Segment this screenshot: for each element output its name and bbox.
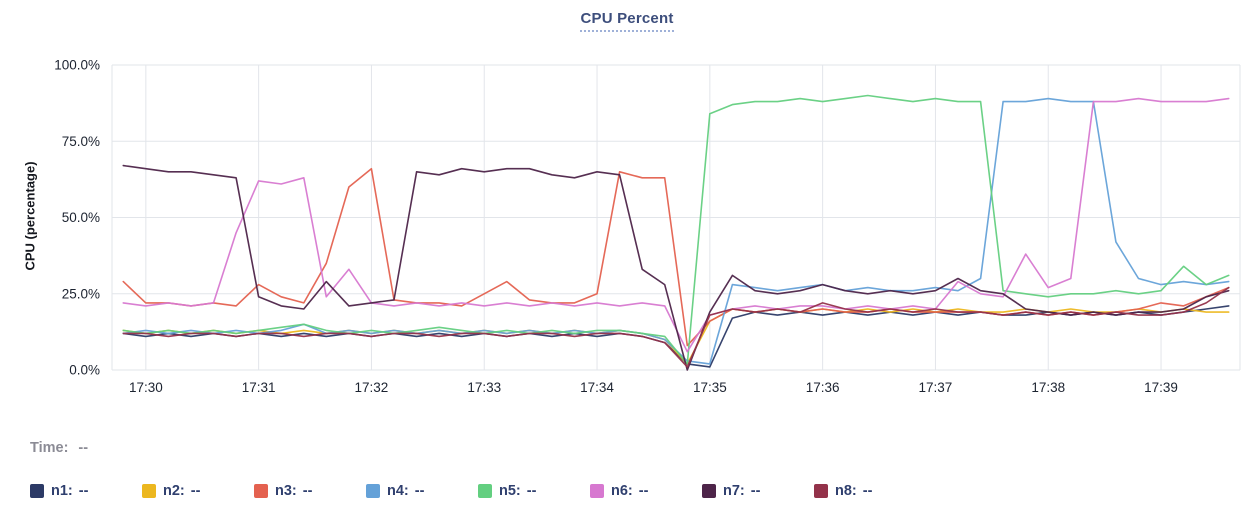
legend-item-n4: n4: -- [366,483,478,499]
y-tick-label: 0.0% [69,363,100,378]
legend-item-n5: n5: -- [478,483,590,499]
legend-value: -- [302,483,313,499]
legend-value: -- [638,483,649,499]
legend-value: -- [526,483,537,499]
y-tick-label: 25.0% [62,286,100,301]
legend-label: n3: [275,483,297,499]
series-line-n8 [122,286,1230,368]
x-tick-label: 17:30 [129,380,163,395]
legend-label: n8: [835,483,857,499]
legend-value: -- [862,483,873,499]
legend-label: n5: [499,483,521,499]
series-line-n1 [122,305,1230,368]
legend-value: -- [190,483,201,499]
y-tick-label: 75.0% [62,134,100,149]
legend-swatch [142,484,156,498]
legend-swatch [590,484,604,498]
legend-item-n6: n6: -- [590,483,702,499]
time-row: Time: -- [30,440,88,456]
y-tick-label: 100.0% [54,58,100,73]
x-tick-label: 17:37 [919,380,953,395]
legend-swatch [478,484,492,498]
legend-label: n6: [611,483,633,499]
legend-swatch [702,484,716,498]
legend-item-n2: n2: -- [142,483,254,499]
legend-item-n8: n8: -- [814,483,926,499]
legend-label: n4: [387,483,409,499]
x-tick-label: 17:32 [355,380,389,395]
legend-swatch [30,484,44,498]
series-line-n4 [122,97,1230,365]
legend-value: -- [78,483,89,499]
chart-title: CPU Percent [0,10,1254,32]
legend-item-n7: n7: -- [702,483,814,499]
x-tick-label: 17:31 [242,380,276,395]
series-line-n5 [122,94,1230,365]
legend-label: n2: [163,483,185,499]
legend-swatch [254,484,268,498]
time-value: -- [78,440,89,456]
x-tick-label: 17:34 [580,380,614,395]
legend-label: n1: [51,483,73,499]
series-line-n7 [122,164,1230,371]
x-tick-label: 17:36 [806,380,840,395]
x-tick-label: 17:33 [467,380,501,395]
legend-item-n1: n1: -- [30,483,142,499]
legend-swatch [814,484,828,498]
chart-title-text[interactable]: CPU Percent [580,10,674,32]
legend-value: -- [750,483,761,499]
legend-value: -- [414,483,425,499]
time-label: Time: [30,440,69,456]
legend-swatch [366,484,380,498]
legend-item-n3: n3: -- [254,483,366,499]
legend-label: n7: [723,483,745,499]
x-tick-label: 17:39 [1144,380,1178,395]
chart-legend: n1: -- n2: -- n3: -- n4: -- n5: -- n6: -- n7: -- n8: -- [30,483,926,499]
x-tick-label: 17:35 [693,380,727,395]
y-tick-label: 50.0% [62,210,100,225]
cpu-chart-plot[interactable]: 0.0% 25.0% 50.0% 75.0% 100.0% 17:30 17:31 17:32… [0,40,1254,410]
x-tick-label: 17:38 [1031,380,1065,395]
series-line-n3 [122,167,1230,347]
